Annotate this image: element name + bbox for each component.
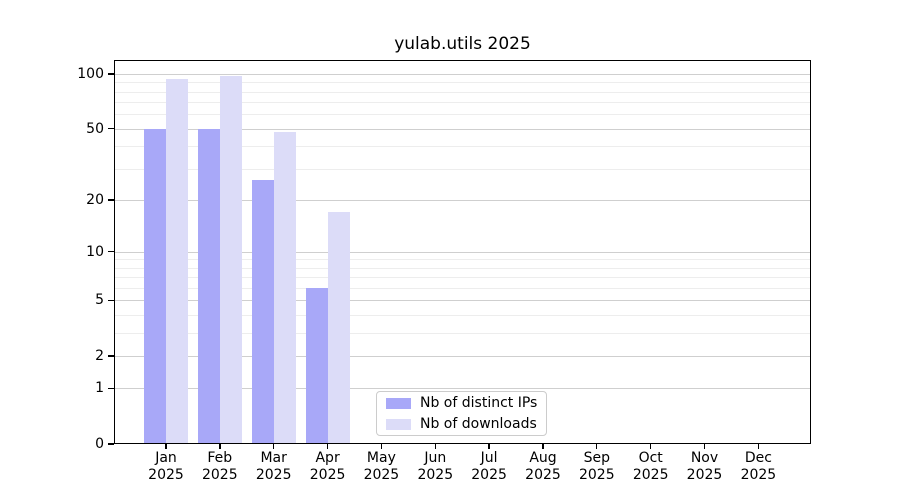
gridline-7 xyxy=(114,277,811,279)
y-tick-20 xyxy=(108,199,114,201)
legend-swatch-downloads xyxy=(386,418,411,430)
y-tick-label-10: 10 xyxy=(86,243,104,260)
bar-downloads-jan xyxy=(166,78,188,444)
legend-swatch-distinct-ips xyxy=(386,397,411,409)
gridline-9 xyxy=(114,259,811,261)
x-tick-jul xyxy=(488,444,490,449)
bar-downloads-feb xyxy=(219,76,242,444)
gridline-90 xyxy=(114,82,811,84)
y-tick-label-0: 0 xyxy=(95,436,104,452)
y-tick-label-1: 1 xyxy=(95,380,104,397)
bar-ips-feb xyxy=(197,128,220,444)
x-tick-jan xyxy=(165,444,167,449)
legend: Nb of distinct IPs Nb of downloads xyxy=(376,391,547,436)
y-tick-label-2: 2 xyxy=(95,347,104,364)
legend-entry-downloads: Nb of downloads xyxy=(386,415,546,434)
gridline-20 xyxy=(114,199,811,201)
x-tick-label-feb: Feb 2025 xyxy=(201,450,238,483)
gridline-40 xyxy=(114,146,811,148)
y-tick-50 xyxy=(108,128,114,130)
x-tick-label-sep: Sep 2025 xyxy=(578,450,615,483)
x-tick-may xyxy=(380,444,383,449)
y-tick-label-100: 100 xyxy=(77,66,104,82)
x-tick-label-may: May 2025 xyxy=(363,450,400,483)
legend-entry-distinct-ips: Nb of distinct IPs xyxy=(386,394,546,413)
gridline-3 xyxy=(114,332,811,334)
gridline-30 xyxy=(114,168,811,170)
plot-area: Nb of distinct IPs Nb of downloads xyxy=(114,60,811,444)
y-tick-0 xyxy=(108,443,114,445)
x-tick-sep xyxy=(596,444,598,449)
gridline-5 xyxy=(114,300,811,302)
gridline-6 xyxy=(114,288,811,289)
x-tick-label-jul: Jul 2025 xyxy=(471,450,507,483)
x-tick-label-jun: Jun 2025 xyxy=(417,450,454,483)
gridline-10 xyxy=(114,251,811,253)
x-tick-label-nov: Nov 2025 xyxy=(686,450,723,483)
bar-ips-jan xyxy=(144,128,166,444)
y-tick-5 xyxy=(108,299,114,302)
y-tick-2 xyxy=(108,355,114,357)
y-tick-10 xyxy=(108,251,114,253)
bar-ips-mar xyxy=(251,179,274,444)
y-tick-1 xyxy=(108,387,114,390)
gridline-1 xyxy=(114,388,811,390)
y-tick-100 xyxy=(108,73,114,75)
bar-ips-apr xyxy=(305,288,328,444)
gridline-80 xyxy=(114,91,811,93)
x-tick-jun xyxy=(434,444,436,449)
gridline-8 xyxy=(114,267,811,269)
x-tick-label-aug: Aug 2025 xyxy=(525,450,561,483)
x-tick-oct xyxy=(650,444,652,449)
y-tick-label-50: 50 xyxy=(86,120,104,137)
gridline-2 xyxy=(114,355,811,357)
x-tick-label-dec: Dec 2025 xyxy=(740,450,777,483)
x-tick-mar xyxy=(273,444,275,449)
x-tick-nov xyxy=(703,444,706,449)
bar-downloads-mar xyxy=(273,132,296,444)
x-tick-label-apr: Apr 2025 xyxy=(309,450,346,483)
y-tick-label-20: 20 xyxy=(86,191,104,208)
x-tick-aug xyxy=(542,444,544,449)
legend-label-downloads: Nb of downloads xyxy=(420,416,537,432)
x-tick-label-mar: Mar 2025 xyxy=(255,450,292,483)
gridline-4 xyxy=(114,315,811,316)
x-tick-apr xyxy=(326,444,329,449)
chart-title: yulab.utils 2025 xyxy=(394,34,531,54)
x-tick-label-jan: Jan 2025 xyxy=(148,450,184,483)
x-tick-dec xyxy=(757,444,759,449)
gridline-50 xyxy=(114,128,811,130)
x-tick-label-oct: Oct 2025 xyxy=(632,450,669,483)
gridline-60 xyxy=(114,114,811,116)
x-tick-feb xyxy=(219,444,221,449)
gridline-70 xyxy=(114,102,811,104)
bar-downloads-apr xyxy=(327,212,350,444)
y-tick-label-5: 5 xyxy=(95,292,104,309)
legend-label-distinct-ips: Nb of distinct IPs xyxy=(420,395,538,411)
gridline-100 xyxy=(114,74,811,75)
